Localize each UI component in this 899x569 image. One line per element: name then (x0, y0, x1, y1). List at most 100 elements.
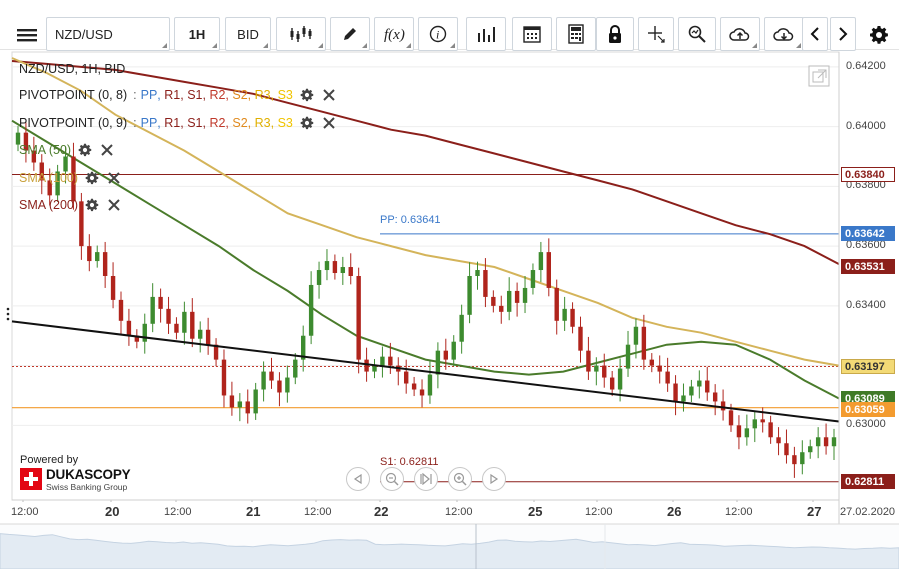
symbol-value: NZD/USD (55, 26, 113, 42)
sma-200-indicator[interactable]: SMA (200) (19, 197, 122, 213)
candle-body (213, 344, 219, 360)
candle-body (792, 455, 797, 465)
candle-body (760, 419, 765, 423)
sma-100-close-icon[interactable] (106, 170, 122, 186)
svg-text:i: i (436, 28, 439, 42)
sma-200-line (11, 60, 840, 265)
price-tag: 0.63059 (841, 402, 895, 418)
x-tick-label: 12:00 (164, 506, 192, 518)
x-axis (12, 502, 839, 526)
candle-body (728, 410, 734, 426)
x-tick-label: 12:00 (11, 506, 39, 518)
indicators-button[interactable]: f(x) (374, 17, 414, 51)
download-button[interactable] (764, 17, 804, 51)
pivot-2-close-icon[interactable] (321, 115, 337, 131)
scroll-left-button[interactable] (802, 17, 828, 51)
candle-body (245, 401, 250, 414)
pencil-icon (344, 28, 356, 40)
lock-button[interactable] (596, 17, 634, 51)
sma-100-indicator[interactable]: SMA (100) (19, 170, 122, 186)
sma-200-settings-icon[interactable] (84, 197, 100, 213)
scroll-back-button[interactable] (346, 467, 370, 491)
zoom-in-button[interactable] (448, 467, 472, 491)
price-tag: 0.63197 (841, 358, 895, 374)
candle-body (253, 389, 258, 414)
swiss-cross-icon (20, 468, 42, 490)
candle-body (712, 392, 718, 402)
candle-body (602, 365, 607, 378)
candle-body (63, 156, 68, 172)
zoom-button[interactable] (678, 17, 716, 51)
candle-body (150, 296, 155, 324)
candle-body (815, 437, 821, 447)
drag-handle-icon[interactable] (6, 307, 10, 321)
sma-50-close-icon[interactable] (99, 142, 115, 158)
lock-icon (609, 25, 621, 43)
info-button[interactable]: i (418, 17, 458, 51)
calculator-button[interactable] (556, 17, 596, 51)
pivot-indicator-1[interactable]: PIVOTPOINT (0, 8) : PP, R1, S1, R2, S2, … (19, 87, 337, 103)
candle-body (31, 150, 37, 163)
chart-type-button[interactable] (276, 17, 326, 51)
scroll-right-button[interactable] (830, 17, 856, 51)
candle-body (261, 371, 266, 390)
pivot-indicator-2[interactable]: PIVOTPOINT (0, 9) : PP, R1, S1, R2, S2, … (19, 115, 337, 131)
settings-button[interactable] (864, 20, 894, 50)
sma-100-label: SMA (100) (19, 171, 79, 185)
sma-200-close-icon[interactable] (106, 197, 122, 213)
sma-50-settings-icon[interactable] (77, 142, 93, 158)
candle-body (403, 371, 409, 384)
sma-100-line (11, 57, 840, 367)
candle-body (649, 359, 654, 366)
trendline-line (11, 320, 840, 423)
sma-50-indicator[interactable]: SMA (50) (19, 142, 115, 158)
candle-body (633, 326, 639, 345)
crosshair-icon (648, 26, 665, 43)
calendar-button[interactable] (512, 17, 552, 51)
candle-body (205, 329, 211, 345)
candle-body (285, 377, 290, 393)
sma-100-settings-icon[interactable] (84, 170, 100, 186)
pivot-1-settings-icon[interactable] (299, 87, 315, 103)
candle-body (380, 356, 385, 366)
price-type-select[interactable]: BID (225, 17, 271, 51)
candle-body (514, 290, 520, 303)
candle-body (554, 287, 559, 321)
chevron-left-icon (810, 27, 819, 41)
candles (15, 122, 837, 478)
symbol-input[interactable]: NZD/USD (46, 17, 170, 51)
candle-body (491, 296, 496, 306)
candle-body (229, 395, 235, 408)
candle-body (158, 296, 163, 309)
scroll-forward-button[interactable] (482, 467, 506, 491)
candle-body (411, 383, 417, 390)
candle-body (308, 284, 314, 336)
zoom-out-button[interactable] (380, 467, 404, 491)
trendline[interactable] (11, 320, 840, 423)
s1-annotation: S1: 0.62811 (380, 456, 439, 468)
candle-body (419, 389, 425, 396)
candle-body (499, 305, 504, 312)
menu-button[interactable] (13, 20, 41, 50)
reset-zoom-button[interactable] (414, 467, 438, 491)
x-tick-label: 12:00 (725, 506, 753, 518)
sma-50-line (11, 119, 840, 400)
x-tick-label: 12:00 (304, 506, 332, 518)
candle-body (388, 356, 393, 366)
candle-body (118, 299, 124, 321)
draw-button[interactable] (330, 17, 370, 51)
toolbar: NZD/USD 1H BID f(x) i (0, 0, 899, 51)
candle-body (808, 446, 813, 453)
candle-body (665, 371, 670, 384)
expand-icon[interactable] (808, 65, 830, 87)
pivot-2-settings-icon[interactable] (299, 115, 315, 131)
upload-button[interactable] (720, 17, 760, 51)
pivot-1-close-icon[interactable] (321, 87, 337, 103)
candle-body (657, 365, 662, 372)
sma-lines (11, 57, 840, 400)
timeframe-select[interactable]: 1H (174, 17, 220, 51)
bars-button[interactable] (466, 17, 506, 51)
crosshair-button[interactable] (638, 17, 674, 51)
x-tick-label: 22 (374, 504, 389, 519)
